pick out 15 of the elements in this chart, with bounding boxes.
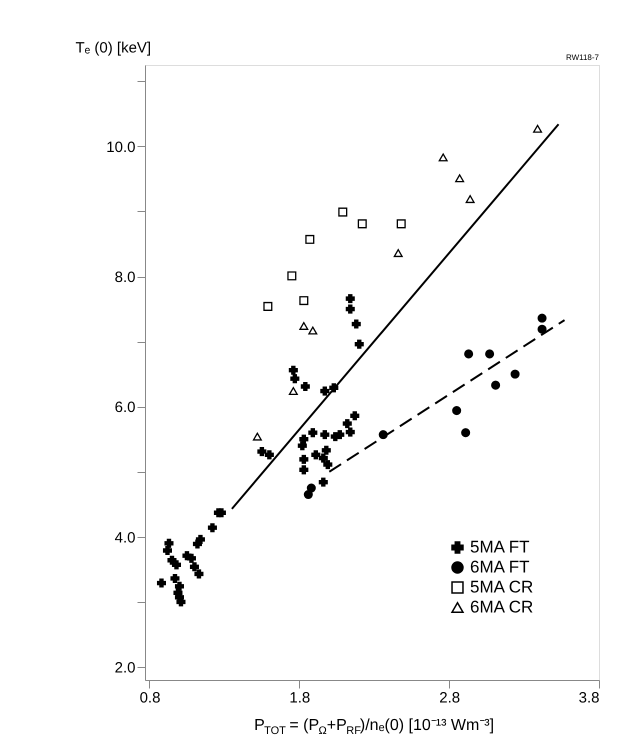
y-tick-label: 4.0 [114, 529, 136, 546]
legend-label: 5MA FT [470, 538, 530, 556]
text: RW118-7 [566, 53, 600, 62]
legend-label: 5MA CR [470, 578, 534, 596]
x-tick-label: 0.8 [140, 690, 160, 706]
legend-label: 6MA FT [470, 558, 530, 576]
x-tick-label: 1.8 [289, 690, 310, 706]
legend-label: 6MA CR [470, 598, 534, 616]
y-tick-label: 8.0 [114, 269, 136, 286]
y-tick-label: 10.0 [106, 138, 136, 156]
y-tick-label: 2.0 [114, 659, 136, 676]
y-tick-label: 6.0 [114, 399, 136, 416]
y-axis-title: Tₑ (0) [keV] [76, 40, 152, 56]
x-tick-label: 3.8 [578, 690, 600, 706]
x-tick-label: 2.8 [439, 690, 460, 706]
